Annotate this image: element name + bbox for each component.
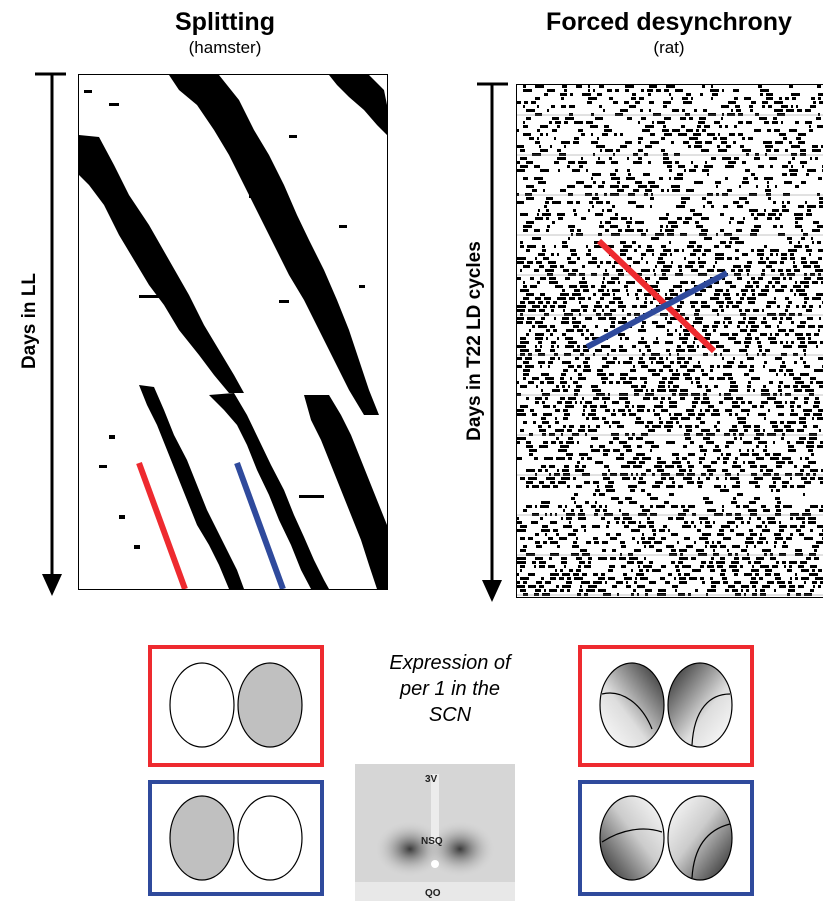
caption-line-1: Expression of [389,652,511,674]
expression-caption: Expression of per 1 in the SCN [350,650,550,728]
caption-line-3: SCN [428,704,472,726]
forced-desynchrony-actogram [516,84,823,598]
fd-blue-scn-box [578,780,754,896]
scn-right-gray [237,662,303,748]
fd-red-scn-box [578,645,754,767]
splitting-red-scn-box [148,645,324,767]
micrograph-label-3v: 3V [425,774,438,785]
left-panel-title: Splitting [175,8,275,36]
micrograph-label-qo: QO [425,888,441,899]
micrograph-label-nsq: NSQ [421,836,443,847]
left-red-line [136,461,188,589]
right-time-arrow [477,82,508,602]
scn-left-gradient [599,662,665,748]
left-axis-label: Days in LL [19,272,40,370]
scn-left-gradient [599,795,665,881]
left-panel-subtitle: (hamster) [188,38,262,57]
left-blue-line [234,461,286,589]
right-panel-subtitle: (rat) [653,38,685,57]
scn-right-white [237,795,303,881]
caption-line-2: per 1 in the [399,678,501,700]
scn-right-gradient [667,795,733,881]
scn-micrograph: 3V NSQ QO [355,764,515,901]
right-blue-line [585,270,729,350]
right-red-line [596,238,717,354]
splitting-actogram [78,74,388,590]
scn-right-gradient [667,662,733,748]
scn-left-white [169,662,235,748]
scn-left-gray [169,795,235,881]
left-time-arrow [35,72,66,596]
right-axis-label: Days in T22 LD cycles [464,241,485,441]
splitting-blue-scn-box [148,780,324,896]
right-panel-title: Forced desynchrony [546,8,792,36]
